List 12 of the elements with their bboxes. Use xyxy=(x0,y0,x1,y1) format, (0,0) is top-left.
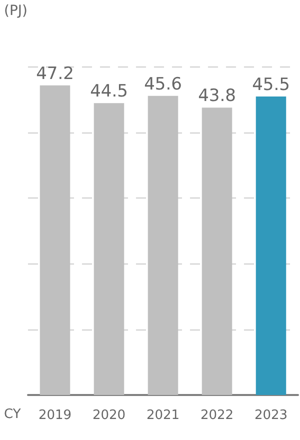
y-axis-title: (PJ) xyxy=(4,3,28,19)
x-tick-label: 2022 xyxy=(200,408,234,423)
x-tick-label: 2021 xyxy=(146,408,180,423)
x-tick-label: 2019 xyxy=(38,408,72,423)
x-tick-label: 2020 xyxy=(92,408,126,423)
data-label: 43.8 xyxy=(198,86,236,106)
data-label: 47.2 xyxy=(36,64,74,84)
data-label: 45.5 xyxy=(252,75,290,96)
data-label: 45.6 xyxy=(144,74,182,94)
x-tick-label: 2023 xyxy=(254,408,288,423)
data-label: 44.5 xyxy=(90,82,128,102)
x-axis-title: CY xyxy=(4,407,21,422)
